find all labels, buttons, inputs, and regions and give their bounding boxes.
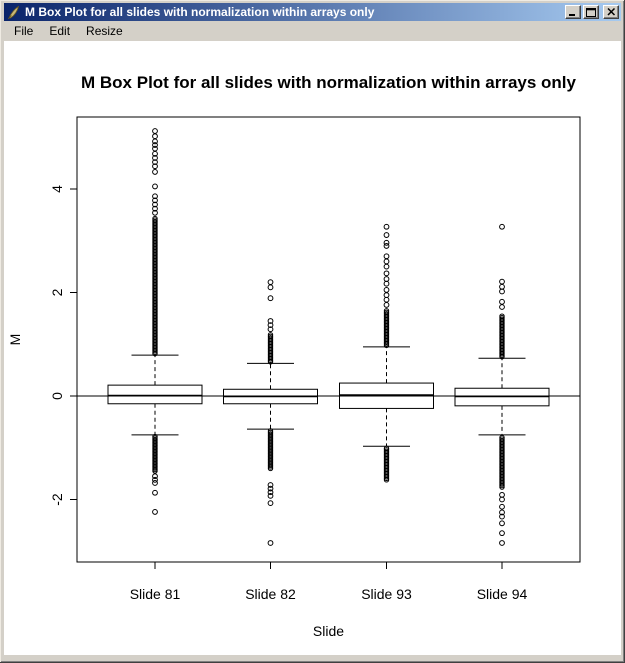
outlier-point [152, 128, 158, 134]
maximize-icon [586, 7, 596, 17]
outlier-point [152, 133, 158, 140]
outlier-point [152, 183, 158, 190]
outlier-point [383, 243, 390, 249]
outlier-point [499, 298, 505, 305]
outlier-point [499, 313, 505, 319]
outlier-point [499, 509, 505, 516]
outlier-point [499, 283, 505, 290]
outlier-point [267, 428, 274, 434]
outlier-point [383, 292, 390, 298]
outlier-point [152, 209, 158, 216]
outlier-point [383, 253, 390, 260]
y-tick-label: -2 [49, 493, 65, 506]
outlier-point [152, 489, 158, 496]
outlier-point [499, 278, 505, 285]
outlier-point [152, 159, 158, 165]
outlier-point [152, 433, 158, 440]
outlier-point [152, 193, 158, 200]
minimize-button[interactable] [565, 5, 581, 19]
outlier-point [267, 322, 274, 329]
outlier-point [383, 223, 390, 230]
outlier-point [267, 318, 274, 324]
plot-client-area: M Box Plot for all slides with normaliza… [4, 41, 621, 655]
outlier-point [383, 258, 390, 265]
outlier-point [152, 142, 158, 148]
outlier-point [383, 302, 390, 308]
boxplot-canvas: M Box Plot for all slides with normaliza… [7, 73, 581, 639]
maximize-button[interactable] [583, 5, 599, 19]
outlier-point [383, 280, 390, 287]
y-tick-label: 2 [49, 288, 65, 296]
outlier-point [152, 197, 158, 204]
outlier-point [267, 492, 274, 499]
plot-frame [76, 116, 581, 563]
close-button[interactable] [603, 5, 619, 19]
x-tick-label: Slide 81 [130, 586, 181, 602]
outlier-point [267, 482, 274, 488]
outlier-point [152, 201, 158, 208]
outlier-point [499, 223, 505, 230]
outlier-point [499, 491, 505, 498]
menu-resize[interactable]: Resize [86, 23, 123, 38]
y-axis-label: M [7, 334, 23, 346]
outlier-point [499, 520, 505, 527]
y-tick-label: 4 [49, 185, 65, 193]
x-tick-label: Slide 82 [245, 586, 296, 602]
x-axis-label: Slide [313, 623, 344, 639]
close-icon [606, 8, 615, 16]
outlier-point [383, 239, 390, 246]
outlier-point [499, 530, 505, 537]
outlier-point [383, 308, 390, 314]
outlier-point [499, 496, 505, 503]
outlier-point [152, 150, 158, 157]
outlier-point [383, 287, 390, 293]
outlier-point [267, 326, 274, 333]
outlier-point [152, 215, 158, 222]
y-tick-label: 0 [49, 392, 65, 400]
minimize-icon [569, 13, 575, 16]
outlier-point [267, 540, 274, 546]
outlier-point [267, 485, 274, 492]
outlier-point [267, 500, 274, 507]
outlier-point [152, 473, 158, 480]
outlier-point [152, 509, 158, 515]
outlier-point [152, 169, 158, 175]
outlier-point [499, 304, 505, 310]
outlier-point [152, 163, 158, 170]
outlier-point [267, 284, 274, 291]
outlier-point [383, 296, 390, 303]
menubar: File Edit Resize [4, 21, 621, 41]
outlier-point [267, 279, 274, 286]
outlier-point [152, 155, 158, 161]
outlier-point [152, 205, 158, 212]
outlier-point [499, 503, 505, 510]
titlebar[interactable]: M Box Plot for all slides with normaliza… [4, 3, 621, 21]
x-tick-label: Slide 94 [477, 586, 528, 602]
outlier-point [152, 476, 158, 483]
outlier-point [152, 480, 158, 486]
outlier-point [499, 288, 505, 295]
plot-title: M Box Plot for all slides with normaliza… [81, 73, 577, 92]
x-tick-label: Slide 93 [361, 586, 412, 602]
outlier-point [267, 332, 274, 338]
feather-icon [6, 5, 22, 20]
outlier-point [383, 263, 390, 270]
outlier-point [499, 434, 505, 441]
menu-file[interactable]: File [14, 23, 34, 38]
box [107, 384, 203, 405]
outlier-point [152, 138, 158, 145]
outlier-point [383, 232, 390, 238]
outlier-point [383, 445, 390, 452]
outlier-point [499, 513, 505, 520]
menu-edit[interactable]: Edit [49, 23, 71, 38]
outlier-point [267, 489, 274, 496]
window-title: M Box Plot for all slides with normaliza… [25, 5, 375, 19]
outlier-point [499, 540, 505, 546]
outlier-point [383, 276, 390, 282]
outlier-point [267, 295, 274, 302]
outlier-point [383, 270, 390, 277]
